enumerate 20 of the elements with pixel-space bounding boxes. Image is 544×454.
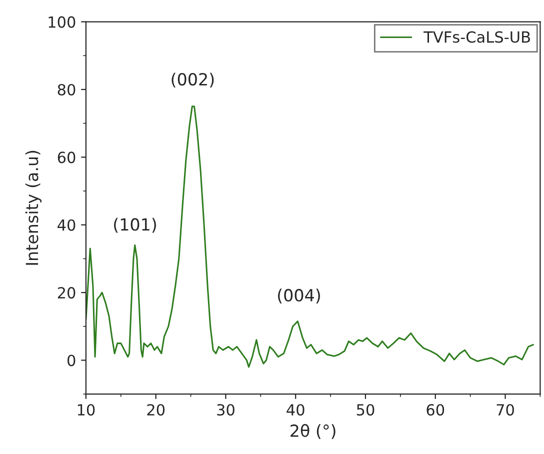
y-tick-label: 0	[68, 354, 76, 366]
x-tick-label: 70	[496, 404, 514, 416]
annotation: (002)	[172, 72, 214, 88]
y-tick-label: 20	[58, 287, 76, 299]
x-tick-label: 30	[217, 404, 234, 416]
line-series	[86, 106, 534, 368]
y-axis-title: Intensity (a.u)	[25, 150, 42, 265]
x-tick-label: 20	[147, 404, 165, 416]
x-tick-label: 50	[356, 404, 374, 416]
y-tick-label: 80	[58, 84, 76, 96]
annotation: (004)	[278, 288, 320, 304]
y-tick-label: 40	[58, 219, 76, 231]
x-axis-title: 2θ (°)	[290, 424, 336, 439]
y-tick-label: 60	[58, 152, 76, 164]
legend-label: TVFs-CaLS-UB	[424, 31, 530, 43]
y-tick-label: 100	[48, 16, 76, 28]
annotation: (101)	[114, 218, 156, 233]
x-tick-label: 40	[286, 404, 304, 416]
x-tick-label: 10	[78, 404, 95, 416]
x-tick-label: 60	[426, 404, 444, 416]
